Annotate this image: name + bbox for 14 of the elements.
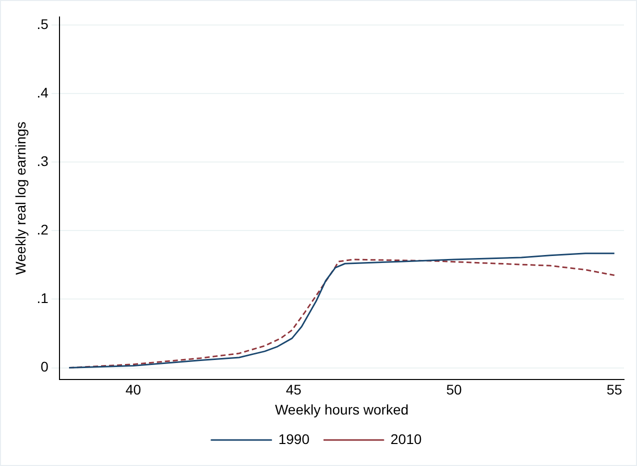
x-tick-label: 55 [606,382,622,398]
legend-label: 1990 [278,430,310,447]
x-axis-title: Weekly hours worked [274,401,409,418]
y-tick-label: .1 [36,290,49,306]
legend-label: 2010 [390,430,422,447]
x-tick-label: 50 [446,382,462,398]
y-tick-label: .2 [36,222,49,238]
y-axis-title: Weekly real log earnings [12,122,28,275]
y-tick-label: .4 [36,84,49,101]
y-tick-label: .3 [36,153,49,170]
y-tick-label: 0 [40,358,49,375]
y-tick-label: .5 [36,16,49,32]
x-tick-label: 40 [125,382,142,398]
x-tick-label: 45 [286,382,302,398]
